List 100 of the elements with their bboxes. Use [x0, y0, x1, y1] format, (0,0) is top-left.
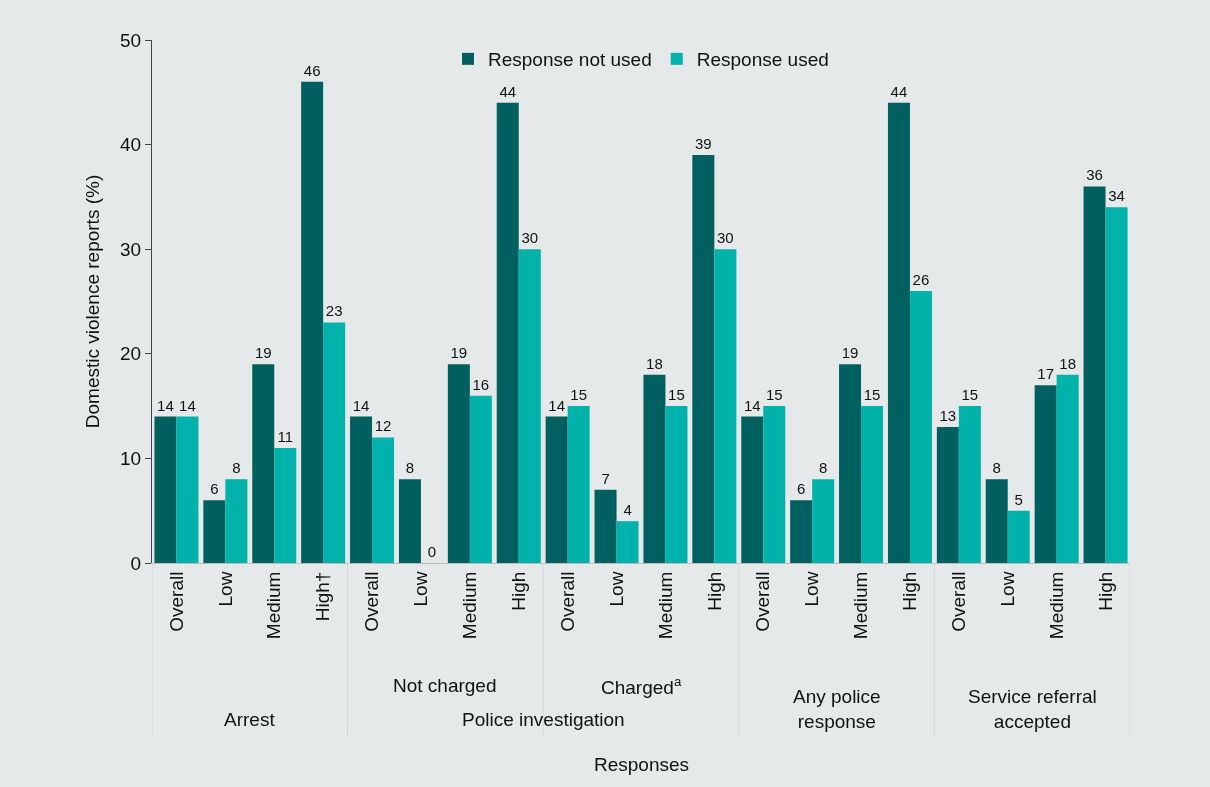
text: Police investigation: [462, 709, 625, 730]
data-label: 14: [179, 396, 196, 414]
data-label: 15: [570, 386, 587, 404]
bar: [496, 102, 519, 563]
bar: [469, 395, 492, 563]
bar: [567, 406, 590, 563]
legend-label: Response not used: [488, 49, 652, 71]
x-tick-label: High†: [312, 571, 334, 622]
data-label: 30: [521, 229, 539, 247]
bar: [665, 406, 688, 563]
data-label: 34: [1108, 187, 1125, 205]
data-label: 13: [939, 407, 957, 425]
bar: [301, 81, 324, 563]
bar: [518, 249, 541, 563]
x-tick-label: Low: [410, 571, 432, 607]
x-tick-label: Low: [801, 571, 823, 607]
data-label: 5: [1014, 490, 1023, 508]
bar: [936, 427, 959, 563]
data-label: 6: [796, 480, 806, 498]
bar: [154, 416, 177, 563]
bar: [616, 521, 639, 563]
y-tick-label: 0: [130, 552, 142, 574]
x-tick-label: Low: [996, 571, 1018, 607]
bar: [225, 479, 248, 563]
y-tick-label: 40: [120, 134, 142, 156]
bar: [861, 406, 884, 563]
x-tick-label: High: [1094, 571, 1116, 611]
text: Charged$^{a}$: [601, 674, 682, 698]
x-tick-label: Medium: [1045, 571, 1067, 640]
text: Responses: [594, 754, 690, 775]
bar: [398, 479, 421, 563]
x-tick-label: Overall: [948, 571, 970, 632]
bar: [252, 364, 275, 563]
data-label: 39: [695, 135, 712, 153]
bar: [958, 406, 981, 563]
bar: [447, 364, 470, 563]
data-label: 16: [472, 375, 490, 393]
y-axis-title: Domestic violence reports (%): [81, 174, 103, 429]
x-tick-label: High: [703, 571, 725, 611]
data-label: 36: [1086, 166, 1103, 184]
bar: [1056, 374, 1079, 563]
data-label: 0: [427, 543, 437, 560]
bar: [763, 406, 786, 563]
data-label: 14: [743, 396, 761, 414]
x-tick-label: Overall: [752, 571, 774, 632]
x-tick-label: High: [507, 571, 529, 611]
data-label: 15: [765, 386, 783, 404]
data-label: 44: [890, 82, 908, 100]
data-label: 23: [325, 302, 343, 320]
text: Not charged: [393, 675, 497, 696]
y-tick-label: 50: [120, 29, 142, 51]
data-label: 17: [1037, 365, 1054, 383]
x-tick-label: Overall: [361, 571, 383, 632]
x-tick-label: Medium: [459, 571, 481, 640]
bar: [203, 500, 226, 563]
bar: [741, 416, 764, 563]
bar: [323, 322, 346, 563]
text: Service referral accepted: [968, 686, 1097, 732]
bar: [545, 416, 568, 563]
x-tick-label: Low: [605, 571, 627, 607]
bar: [985, 479, 1008, 563]
bar: [350, 416, 373, 563]
legend-label: Response used: [696, 49, 829, 71]
data-label: 8: [992, 459, 1001, 477]
data-label: 15: [863, 386, 881, 404]
bar: [594, 489, 617, 563]
x-tick-label: High: [899, 571, 921, 611]
x-tick-label: Low: [214, 571, 236, 607]
bar: [692, 155, 715, 563]
bar: [1034, 385, 1057, 563]
data-label: 6: [210, 480, 219, 498]
bar: [909, 291, 932, 563]
x-tick-label: Medium: [263, 571, 285, 640]
bar: [274, 447, 297, 563]
data-label: 19: [254, 344, 272, 362]
x-tick-label: Overall: [165, 571, 187, 632]
data-label: 14: [352, 396, 370, 414]
x-tick-label: Overall: [556, 571, 578, 632]
data-label: 30: [717, 229, 734, 247]
data-label: 7: [601, 469, 610, 487]
bar: [372, 437, 395, 563]
bar: [176, 416, 199, 563]
data-label: 8: [405, 459, 415, 477]
data-label: 4: [623, 501, 632, 519]
text: Any police response: [793, 686, 881, 732]
bar: [1083, 186, 1106, 563]
data-label: 8: [232, 459, 241, 477]
data-label: 11: [277, 427, 294, 445]
data-label: 14: [548, 396, 565, 414]
bar: [643, 374, 666, 563]
data-label: 44: [499, 82, 517, 100]
data-label: 18: [1059, 354, 1076, 372]
bar: [1007, 510, 1030, 563]
data-label: 12: [374, 417, 392, 435]
data-label: 15: [668, 386, 685, 404]
bar: [790, 500, 813, 563]
data-label: 8: [818, 459, 828, 477]
data-label: 46: [303, 61, 321, 79]
bar: [812, 479, 835, 563]
bar: [1105, 207, 1128, 563]
